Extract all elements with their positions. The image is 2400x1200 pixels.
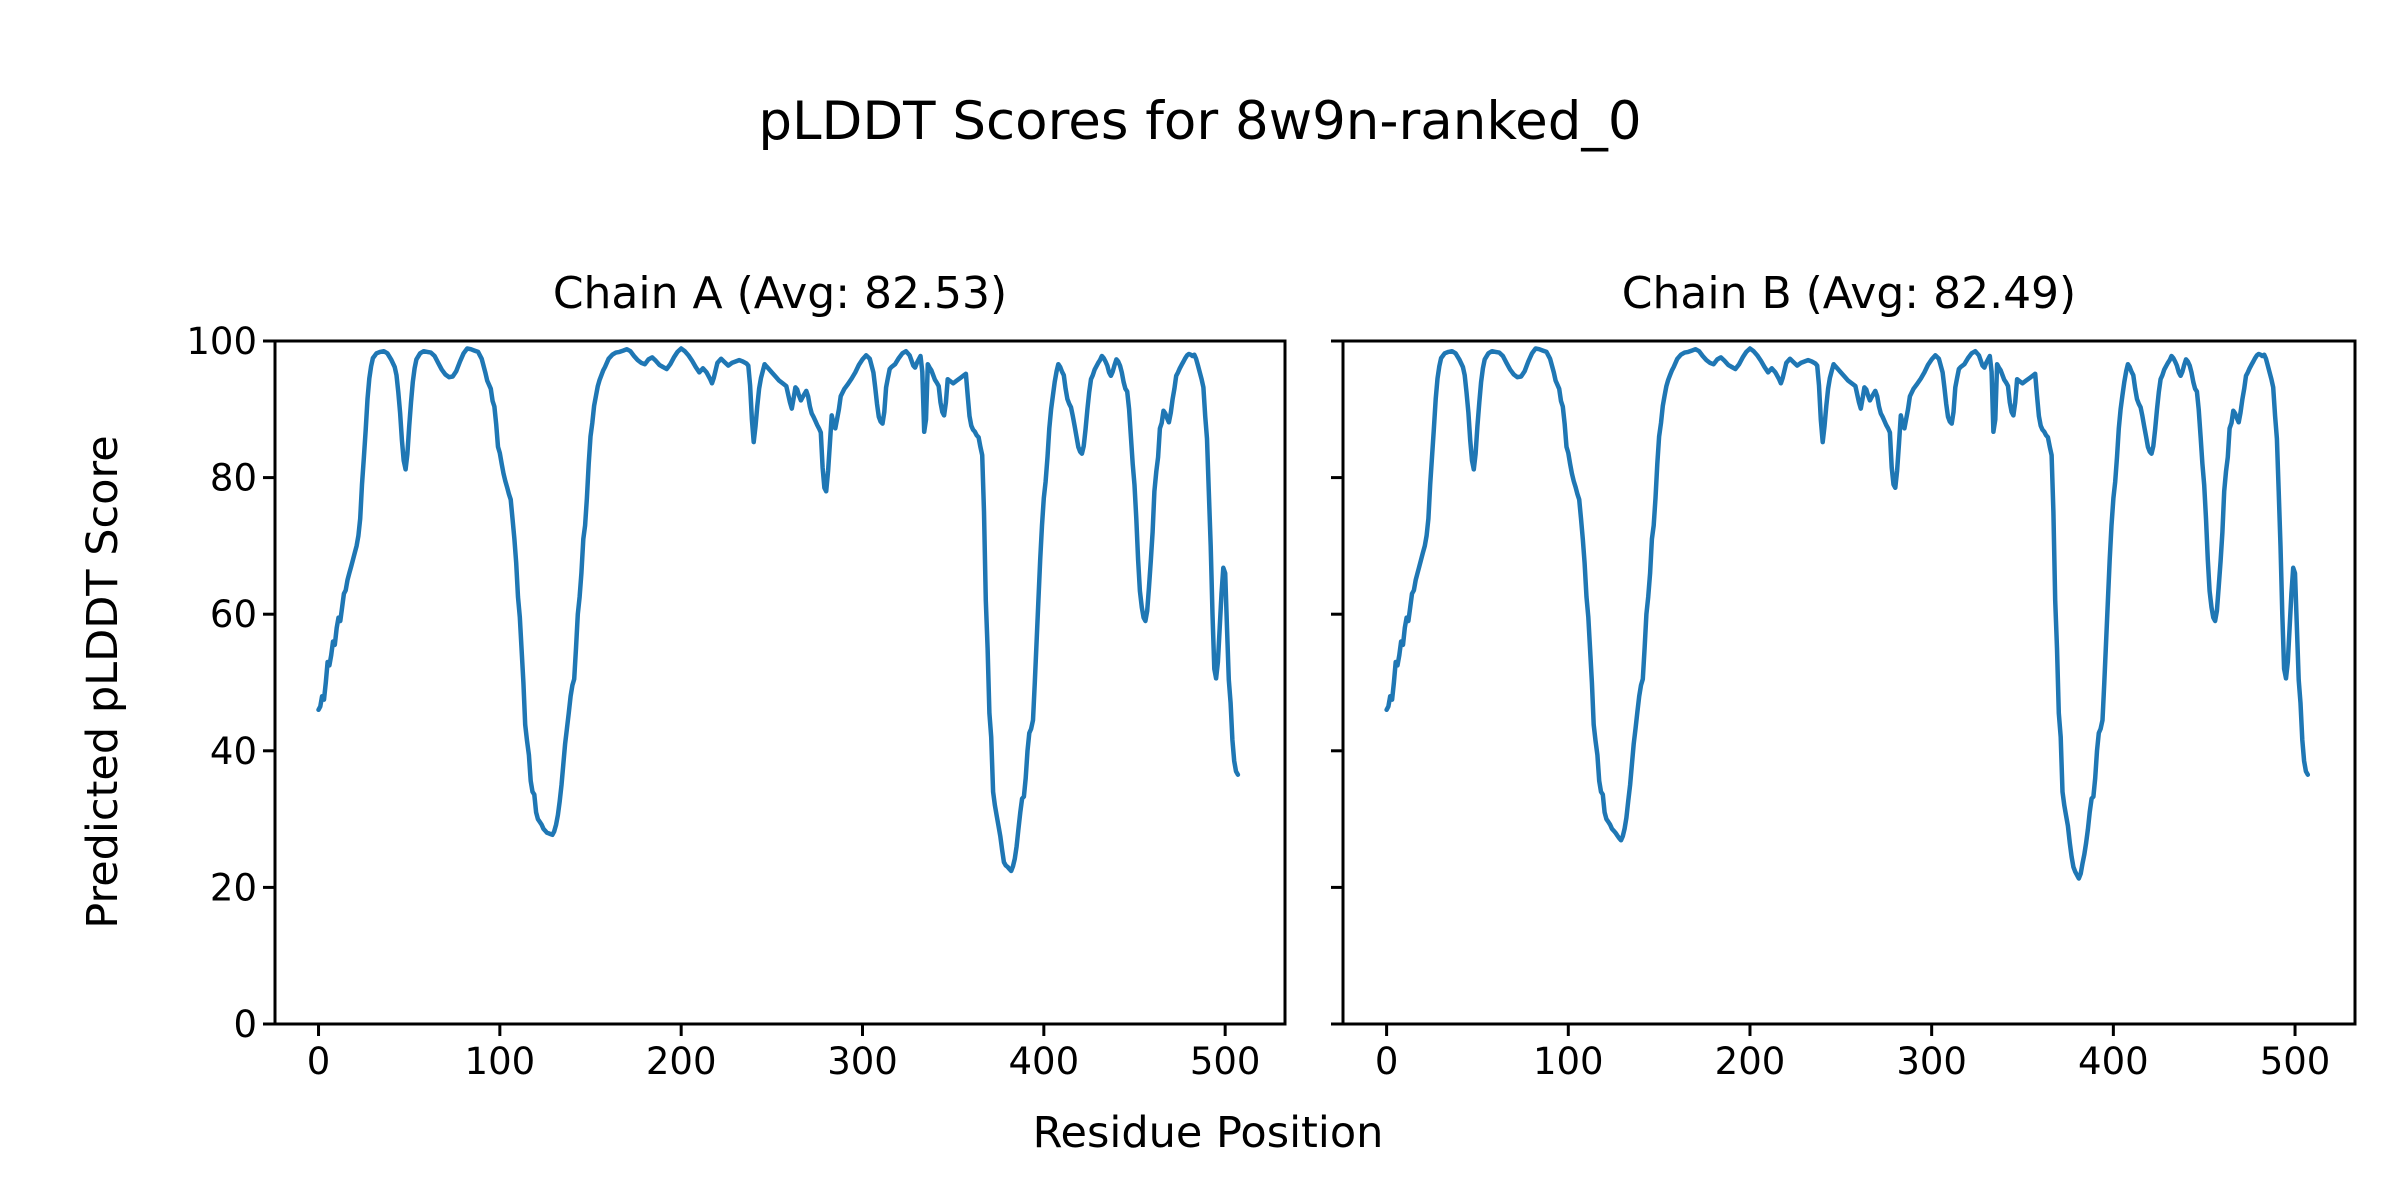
- x-tick-label: 500: [1190, 1040, 1261, 1083]
- y-tick-label: 40: [210, 730, 257, 773]
- x-tick-label: 200: [646, 1040, 717, 1083]
- x-tick-label: 0: [307, 1040, 331, 1083]
- chain-a-title: Chain A (Avg: 82.53): [552, 268, 1008, 319]
- x-tick-label: 300: [1896, 1040, 1967, 1083]
- y-tick-label: 60: [210, 593, 257, 636]
- x-tick-label: 100: [1533, 1040, 1604, 1083]
- x-tick-label: 0: [1375, 1040, 1399, 1083]
- y-axis-label: Predicted pLDDT Score: [78, 435, 128, 929]
- plot-frame-chain-a: [273, 339, 1287, 1026]
- y-tick-label: 100: [186, 320, 257, 363]
- plddt-line-chain-b: [1384, 346, 2311, 881]
- chain-b-title: Chain B (Avg: 82.49): [1621, 268, 2077, 319]
- x-axis-label: Residue Position: [1032, 1108, 1384, 1158]
- x-tick-label: 200: [1715, 1040, 1786, 1083]
- plddt-line-chain-a: [316, 346, 1241, 874]
- x-tick-label: 400: [2078, 1040, 2149, 1083]
- x-tick-label: 400: [1009, 1040, 1080, 1083]
- x-tick-label: 100: [465, 1040, 536, 1083]
- y-tick-label: 20: [210, 866, 257, 909]
- y-tick-label: 0: [233, 1003, 257, 1046]
- y-tick-label: 80: [210, 457, 257, 500]
- x-tick-label: 300: [827, 1040, 898, 1083]
- plot-frame-chain-b: [1341, 339, 2357, 1026]
- figure-title: pLDDT Scores for 8w9n-ranked_0: [758, 91, 1642, 152]
- x-tick-label: 500: [2260, 1040, 2331, 1083]
